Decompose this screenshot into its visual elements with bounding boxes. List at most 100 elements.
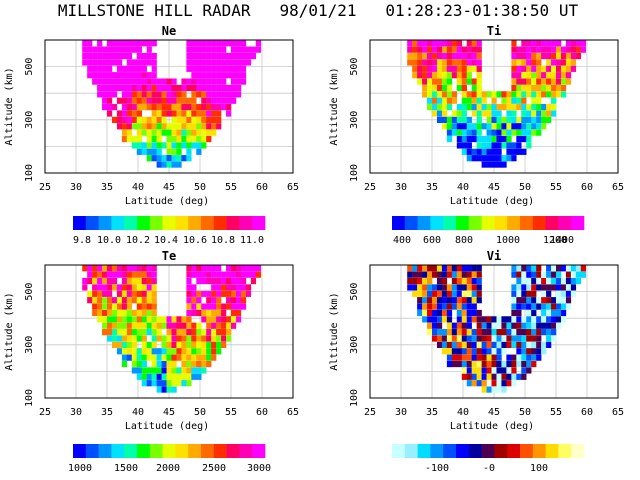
heatmap-cell [131, 265, 137, 272]
heatmap-cell [156, 386, 162, 393]
heatmap-cell [491, 123, 497, 130]
heatmap-cell [171, 360, 177, 368]
heatmap-cell [171, 367, 177, 374]
heatmap-cell [516, 309, 522, 317]
heatmap-cell [511, 303, 517, 310]
heatmap-cell [235, 72, 242, 79]
heatmap-cell [496, 104, 502, 111]
heatmap-cell [422, 297, 428, 304]
heatmap-cell [491, 91, 497, 98]
heatmap-cell [97, 284, 103, 291]
heatmap-cell [521, 78, 527, 85]
heatmap-cell [521, 348, 527, 355]
heatmap-cell [181, 78, 187, 85]
heatmap-cell [206, 59, 212, 66]
heatmap-cell [196, 110, 202, 117]
heatmap-cell [546, 52, 552, 60]
heatmap-cell [156, 148, 162, 155]
heatmap-cell [521, 135, 527, 143]
heatmap-cell [171, 110, 177, 117]
heatmap-cell [131, 116, 137, 123]
heatmap-cell [580, 40, 586, 47]
heatmap-cell [516, 78, 522, 85]
heatmap-cell [206, 322, 212, 329]
heatmap-cell [541, 348, 547, 355]
heatmap-cell [451, 329, 458, 336]
heatmap-cell [422, 46, 428, 53]
heatmap-cell [441, 277, 448, 285]
heatmap-cell [446, 309, 453, 317]
colorbar-label: 1200 [543, 235, 567, 246]
heatmap-cell [211, 284, 217, 291]
heatmap-cell [116, 341, 123, 348]
x-tick-label: 35 [426, 407, 438, 418]
heatmap-cell [102, 290, 108, 297]
heatmap-cell [451, 46, 458, 53]
heatmap-cell [111, 316, 118, 323]
heatmap-cell [511, 316, 517, 323]
heatmap-cell [146, 265, 152, 272]
heatmap-cell [531, 335, 537, 342]
heatmap-cell [526, 341, 532, 348]
heatmap-cell [436, 329, 443, 336]
heatmap-cell [427, 78, 433, 85]
heatmap-cell [206, 360, 212, 368]
colorbar-swatch [149, 444, 163, 458]
heatmap-cell [570, 59, 577, 66]
heatmap-cell [171, 129, 177, 136]
heatmap-cell [221, 335, 227, 342]
heatmap-cell [97, 59, 103, 66]
heatmap-cell [121, 335, 128, 342]
heatmap-cell [541, 84, 547, 92]
heatmap-cell [151, 116, 157, 123]
heatmap-cell [141, 52, 147, 60]
colorbar-swatch [188, 216, 202, 230]
heatmap-cell [531, 104, 537, 111]
heatmap-cell [496, 341, 502, 348]
heatmap-cell [407, 52, 413, 60]
heatmap-cell [156, 322, 162, 329]
heatmap-cell [531, 309, 537, 317]
heatmap-cell [481, 373, 487, 380]
heatmap-cell [560, 316, 567, 323]
heatmap-cell [121, 277, 128, 285]
heatmap-cell [417, 40, 423, 47]
heatmap-cell [231, 277, 237, 285]
heatmap-cell [156, 110, 162, 117]
heatmap-cell [126, 123, 133, 130]
heatmap-cell [102, 284, 108, 291]
heatmap-cell [121, 135, 128, 143]
colorbar-swatch [201, 444, 215, 458]
heatmap-cell [560, 59, 567, 66]
heatmap-cell [560, 91, 567, 98]
heatmap-cell [186, 265, 192, 272]
heatmap-cell [250, 271, 257, 278]
colorbar-swatch [124, 216, 138, 230]
heatmap-cell [151, 97, 157, 104]
heatmap-cell [466, 135, 472, 143]
heatmap-cell [176, 329, 182, 336]
heatmap-cell [556, 322, 562, 329]
heatmap-cell [176, 348, 182, 355]
heatmap-cell [211, 116, 217, 123]
colorbar-label: 1000 [496, 235, 520, 246]
heatmap-cell [191, 65, 197, 72]
heatmap-cells [82, 40, 261, 168]
heatmap-cell [196, 123, 202, 130]
y-axis-label: Altitude (km) [4, 292, 15, 370]
heatmap-cell [141, 129, 147, 136]
heatmap-cell [211, 78, 217, 85]
heatmap-cell [556, 40, 562, 47]
heatmap-cell [206, 277, 212, 285]
colorbar-label: 1000 [68, 463, 92, 474]
heatmap-cell [427, 265, 433, 272]
heatmap-cell [161, 341, 167, 348]
heatmap-cell [531, 303, 537, 310]
heatmap-cell [496, 329, 502, 336]
heatmap-cell [102, 46, 108, 53]
colorbar-swatch [520, 216, 534, 230]
heatmap-cell [126, 265, 133, 272]
heatmap-cell [436, 335, 443, 342]
heatmap-cell [151, 155, 157, 162]
heatmap-cell [486, 116, 492, 123]
